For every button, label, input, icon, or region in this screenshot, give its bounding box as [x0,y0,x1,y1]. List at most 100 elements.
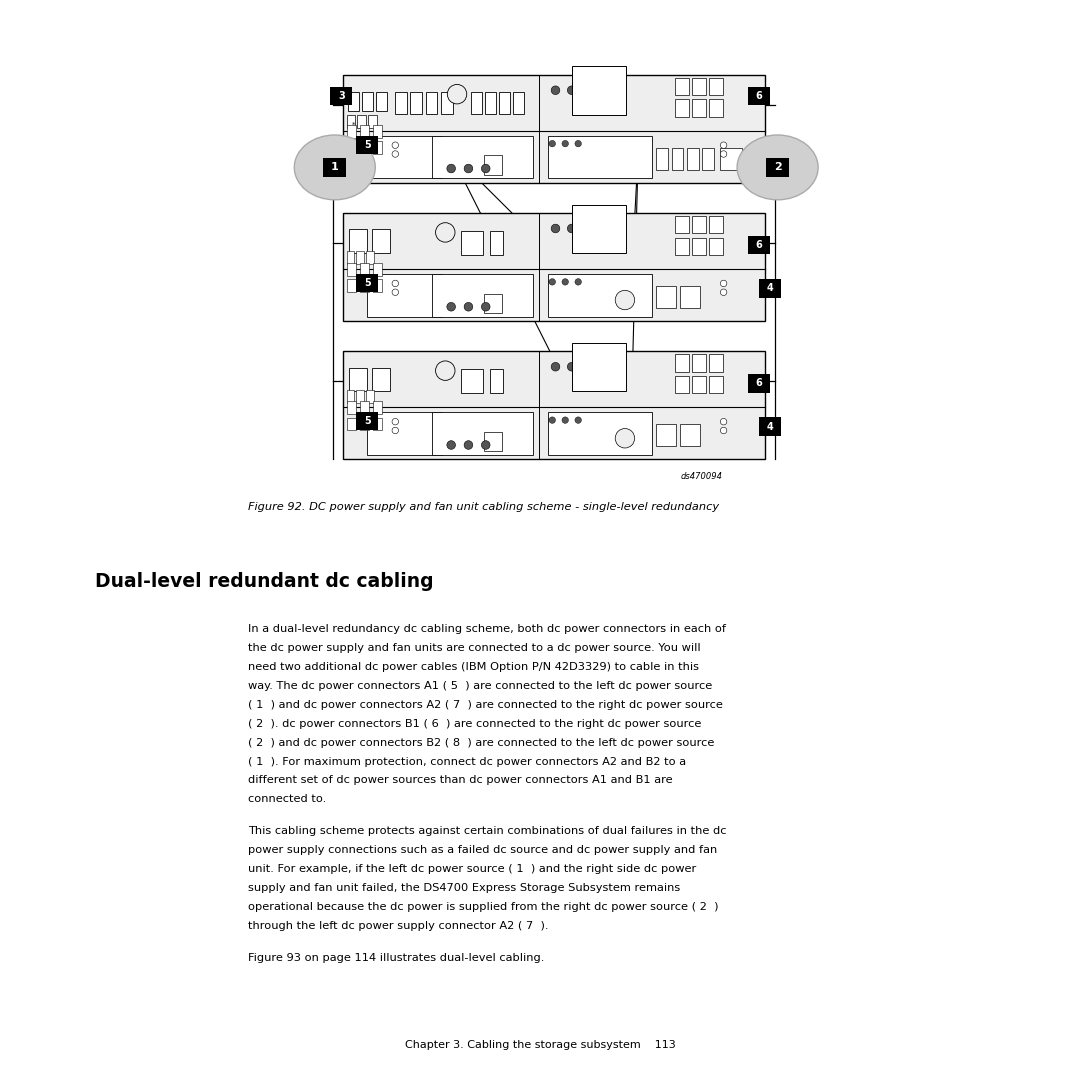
Circle shape [567,225,576,233]
Bar [657,424,676,446]
Text: operational because the dc power is supplied from the right dc power source ( 2 : operational because the dc power is supp… [248,902,719,912]
Bar [485,92,496,113]
Bar [766,158,789,177]
Bar [748,375,770,393]
Bar [571,204,625,253]
Circle shape [549,417,555,423]
Circle shape [482,164,490,173]
Text: way. The dc power connectors A1 ( 5  ) are connected to the left dc power source: way. The dc power connectors A1 ( 5 ) ar… [248,681,713,691]
Text: 5: 5 [364,139,370,150]
Bar [368,114,377,127]
Bar [372,229,390,253]
Bar [548,274,651,316]
Bar [759,417,781,435]
Text: This cabling scheme protects against certain combinations of dual failures in th: This cabling scheme protects against cer… [248,826,727,836]
Bar [347,252,354,265]
Circle shape [435,222,455,242]
Circle shape [392,289,399,296]
Bar [692,216,706,233]
Bar [710,238,724,255]
Bar [675,354,689,372]
Bar [692,78,706,95]
Bar [702,148,714,170]
Bar [748,237,770,255]
Bar [490,369,503,393]
Bar [360,402,369,415]
Bar [372,367,390,391]
Bar [366,252,374,265]
Bar [657,148,669,170]
Bar [692,238,706,255]
Bar [426,92,437,113]
Bar [710,78,724,95]
Circle shape [720,151,727,158]
Circle shape [549,140,555,147]
Bar [360,125,369,138]
Bar [356,411,378,430]
Circle shape [567,86,576,95]
Text: Chapter 3. Cabling the storage subsystem    113: Chapter 3. Cabling the storage subsystem… [405,1040,675,1050]
Bar [349,367,367,391]
Bar [330,86,352,105]
Bar [687,148,699,170]
Bar [360,280,369,293]
Text: ( 2  ) and dc power connectors B2 ( 8  ) are connected to the left dc power sour: ( 2 ) and dc power connectors B2 ( 8 ) a… [248,738,715,747]
Bar [347,141,356,154]
Bar [471,92,482,113]
Bar [432,136,534,178]
Bar [348,92,359,111]
Bar [461,369,483,393]
Bar [360,141,369,154]
Circle shape [575,140,581,147]
Text: 3: 3 [338,91,345,102]
Text: need two additional dc power cables (IBM Option P/N 42D3329) to cable in this: need two additional dc power cables (IBM… [248,662,700,672]
Circle shape [562,417,568,423]
Text: Figure 92. DC power supply and fan unit cabling scheme - single-level redundancy: Figure 92. DC power supply and fan unit … [248,502,719,512]
Bar [680,424,700,446]
Circle shape [392,151,399,158]
Bar [513,92,524,113]
Circle shape [551,86,559,95]
Bar [461,231,483,255]
Circle shape [583,86,592,95]
Bar [373,280,382,293]
Bar [710,354,724,372]
Circle shape [464,441,473,449]
Bar [347,390,354,403]
Bar [675,216,689,233]
Circle shape [720,280,727,286]
Bar [343,75,765,183]
Circle shape [392,428,399,434]
Bar [366,390,374,403]
Text: 1: 1 [330,162,339,173]
Bar [675,99,689,117]
Bar [373,141,382,154]
Circle shape [567,363,576,372]
Text: the dc power supply and fan units are connected to a dc power source. You will: the dc power supply and fan units are co… [248,644,701,653]
Text: connected to.: connected to. [248,795,326,805]
Bar [343,351,765,459]
Bar [343,213,765,321]
Circle shape [482,441,490,449]
Bar [692,376,706,393]
Circle shape [616,429,635,448]
Bar [571,66,625,114]
Circle shape [447,441,456,449]
Bar [367,136,442,178]
Text: 5: 5 [364,278,370,288]
Ellipse shape [294,135,376,200]
Bar [710,376,724,393]
Bar [485,156,502,175]
Bar [347,264,356,276]
Text: 2: 2 [773,162,782,173]
Circle shape [482,302,490,311]
Bar [356,135,378,153]
Bar [672,148,684,170]
Text: 6: 6 [756,91,762,102]
Circle shape [575,417,581,423]
Circle shape [551,225,559,233]
Text: different set of dc power sources than dc power connectors A1 and B1 are: different set of dc power sources than d… [248,775,673,785]
Circle shape [447,84,467,104]
Text: In a dual-level redundancy dc cabling scheme, both dc power connectors in each o: In a dual-level redundancy dc cabling sc… [248,624,727,634]
Bar [657,286,676,308]
